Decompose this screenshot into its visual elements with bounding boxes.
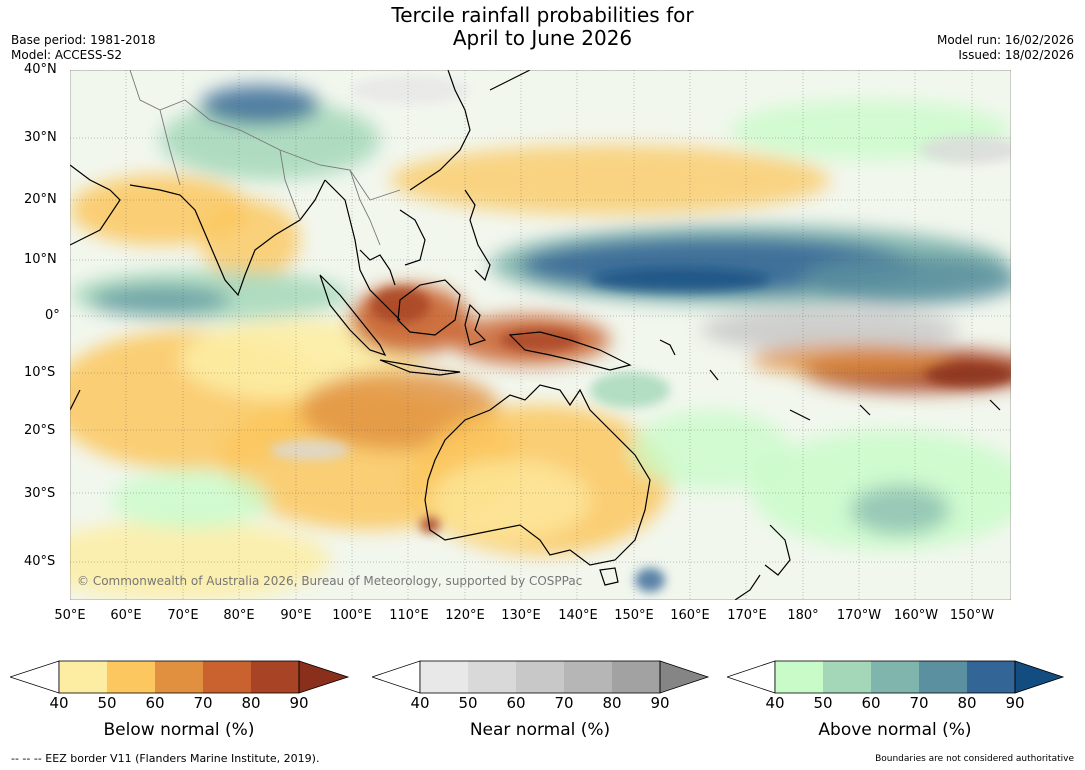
lon-label-70e: 70°E <box>167 608 199 623</box>
lat-label-30s: 30°S <box>24 486 56 501</box>
lon-label-160e: 160°E <box>670 608 710 623</box>
copyright-notice: © Commonwealth of Australia 2026, Bureau… <box>77 574 582 588</box>
below-bin-70-80 <box>203 661 251 693</box>
lat-label-10s: 10°S <box>24 365 56 380</box>
near-bin-40-50 <box>420 661 468 693</box>
lon-label-130e: 130°E <box>501 608 541 623</box>
map-title: Tercile rainfall probabilities for April… <box>0 4 1085 50</box>
lat-label-10n: 10°N <box>24 252 57 267</box>
title-line-2: April to June 2026 <box>452 26 633 50</box>
above-bin-40-50 <box>775 661 823 693</box>
country-boundaries <box>129 70 401 246</box>
lon-label-170e: 170°E <box>727 608 767 623</box>
lat-label-20s: 20°S <box>24 423 56 438</box>
near-normal-title: Near normal (%) <box>469 720 611 740</box>
above-tick-40: 40 <box>765 694 785 712</box>
near-bin-60-70 <box>516 661 564 693</box>
below-bin-60-70 <box>155 661 203 693</box>
above-bin-50-60 <box>823 661 871 693</box>
colorbar-below-normal <box>10 660 350 694</box>
below-bin-80-90 <box>251 661 299 693</box>
below-bin-50-60 <box>107 661 155 693</box>
below-bin-40-50 <box>59 661 107 693</box>
near-bin-50-60 <box>468 661 516 693</box>
below-tick-90: 90 <box>289 694 309 712</box>
below-tick-70: 70 <box>193 694 213 712</box>
eez-border-note: -- -- -- EEZ border V11 (Flanders Marine… <box>11 752 320 765</box>
lat-label-20n: 20°N <box>24 192 57 207</box>
map-canvas: © Commonwealth of Australia 2026, Bureau… <box>70 70 1011 600</box>
near-tick-60: 60 <box>506 694 526 712</box>
lat-label-40s: 40°S <box>24 554 56 569</box>
boundary-disclaimer: Boundaries are not considered authoritat… <box>875 754 1074 764</box>
probability-spots <box>270 76 1011 592</box>
lon-label-100e: 100°E <box>332 608 372 623</box>
near-extend-low <box>372 660 421 694</box>
above-extend-low <box>727 660 776 694</box>
lon-label-140e: 140°E <box>558 608 598 623</box>
near-tick-70: 70 <box>554 694 574 712</box>
lat-label-40n: 40°N <box>24 62 57 77</box>
lon-label-60e: 60°E <box>110 608 142 623</box>
near-bin-80-90 <box>612 661 660 693</box>
graticule <box>70 70 1011 600</box>
above-bin-60-70 <box>871 661 919 693</box>
near-tick-40: 40 <box>410 694 430 712</box>
lon-label-150e: 150°E <box>614 608 654 623</box>
model-name: Model: ACCESS-S2 <box>11 48 123 62</box>
above-tick-90: 90 <box>1005 694 1025 712</box>
near-tick-50: 50 <box>458 694 478 712</box>
above-bin-80-90 <box>967 661 1015 693</box>
near-bin-70-80 <box>564 661 612 693</box>
lon-label-110e: 110°E <box>389 608 429 623</box>
below-tick-40: 40 <box>49 694 69 712</box>
below-normal-title: Below normal (%) <box>103 720 255 740</box>
model-run: Model run: 16/02/2026 <box>936 33 1074 47</box>
lon-label-90e: 90°E <box>280 608 312 623</box>
lon-label-170w: 170°W <box>836 608 882 623</box>
meta-left: Base period: 1981-2018 Model: ACCESS-S2 <box>11 33 156 63</box>
above-bin-70-80 <box>919 661 967 693</box>
base-period: Base period: 1981-2018 <box>11 33 156 47</box>
above-normal-title: Above normal (%) <box>818 720 972 740</box>
lon-label-80e: 80°E <box>223 608 255 623</box>
title-line-1: Tercile rainfall probabilities for <box>391 3 694 27</box>
below-tick-80: 80 <box>241 694 261 712</box>
meta-right: Model run: 16/02/2026 Issued: 18/02/2026 <box>937 33 1074 63</box>
lat-label-30n: 30°N <box>24 130 57 145</box>
above-tick-80: 80 <box>957 694 977 712</box>
above-extend-high <box>1014 660 1065 694</box>
issued-date: Issued: 18/02/2026 <box>958 48 1074 62</box>
colorbar-near-normal <box>372 660 710 694</box>
above-tick-50: 50 <box>813 694 833 712</box>
lon-label-160w: 160°W <box>893 608 939 623</box>
below-extend-low <box>10 660 60 694</box>
above-tick-70: 70 <box>909 694 929 712</box>
below-extend-high <box>298 660 350 694</box>
above-tick-60: 60 <box>861 694 881 712</box>
rainfall-map: © Commonwealth of Australia 2026, Bureau… <box>70 70 1011 600</box>
near-tick-90: 90 <box>650 694 670 712</box>
below-tick-60: 60 <box>145 694 165 712</box>
lon-label-50e: 50°E <box>54 608 86 623</box>
lon-label-120e: 120°E <box>445 608 485 623</box>
lon-label-150w: 150°W <box>949 608 995 623</box>
lat-label-equator: 0° <box>45 308 60 323</box>
near-tick-80: 80 <box>602 694 622 712</box>
lon-label-180: 180° <box>787 608 819 623</box>
near-extend-high <box>659 660 710 694</box>
colorbar-above-normal <box>727 660 1065 694</box>
below-tick-50: 50 <box>97 694 117 712</box>
